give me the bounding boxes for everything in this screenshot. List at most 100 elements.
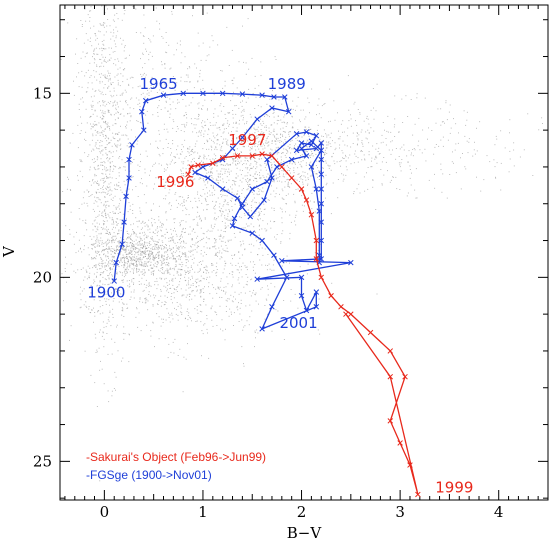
field-star xyxy=(140,32,142,34)
field-star xyxy=(135,316,137,318)
field-star xyxy=(111,274,113,276)
field-star xyxy=(140,271,142,273)
data-point xyxy=(210,160,216,167)
field-star xyxy=(106,245,107,247)
field-star xyxy=(165,270,167,272)
field-star xyxy=(209,122,211,124)
field-star xyxy=(120,125,121,127)
field-star xyxy=(122,257,124,258)
field-star xyxy=(202,105,204,107)
field-star xyxy=(157,256,159,258)
field-star xyxy=(232,162,234,164)
field-star xyxy=(105,300,107,302)
field-star xyxy=(251,57,253,59)
field-star xyxy=(204,217,206,219)
field-star xyxy=(125,102,127,104)
field-star xyxy=(304,176,306,178)
field-star xyxy=(157,300,159,302)
field-star xyxy=(115,178,117,179)
field-star xyxy=(265,140,267,142)
field-star xyxy=(139,182,141,184)
field-star xyxy=(267,288,269,290)
field-star xyxy=(102,165,104,166)
field-star xyxy=(173,251,174,253)
field-star xyxy=(106,243,108,245)
field-star xyxy=(179,222,181,224)
field-star xyxy=(145,74,147,76)
field-star xyxy=(128,85,130,86)
field-star xyxy=(228,132,229,134)
field-star xyxy=(401,146,403,148)
field-star xyxy=(204,125,206,126)
field-star xyxy=(168,192,170,194)
field-star xyxy=(135,265,136,267)
field-star xyxy=(146,235,148,237)
field-star xyxy=(305,146,307,147)
field-star xyxy=(115,227,116,229)
field-star xyxy=(168,283,170,285)
field-star xyxy=(181,151,183,153)
field-star xyxy=(110,113,112,115)
field-star xyxy=(174,218,176,220)
field-star xyxy=(298,136,300,138)
field-star xyxy=(140,260,142,262)
field-star xyxy=(222,211,224,213)
field-star xyxy=(217,180,219,181)
field-star xyxy=(110,325,112,327)
field-star xyxy=(248,68,250,70)
field-star xyxy=(196,251,198,253)
field-star xyxy=(251,167,253,169)
field-star xyxy=(242,177,244,179)
field-star xyxy=(137,251,139,253)
field-star xyxy=(182,240,184,242)
field-star xyxy=(189,286,191,288)
field-star xyxy=(252,292,254,294)
field-star xyxy=(155,140,157,142)
field-star xyxy=(289,186,291,188)
field-star xyxy=(189,146,191,148)
field-star xyxy=(112,238,114,240)
data-point xyxy=(288,175,295,181)
field-star xyxy=(251,278,253,280)
field-star xyxy=(101,41,103,42)
field-star xyxy=(367,118,369,120)
field-star xyxy=(84,276,86,278)
field-star xyxy=(267,223,268,225)
field-star xyxy=(112,170,114,172)
field-star xyxy=(206,196,208,198)
field-star xyxy=(184,252,186,254)
field-star xyxy=(299,181,300,182)
field-star xyxy=(96,64,98,66)
data-point xyxy=(318,274,325,281)
field-star xyxy=(109,217,111,219)
field-star xyxy=(142,232,143,234)
field-star xyxy=(113,262,115,264)
field-star xyxy=(107,160,109,162)
field-star xyxy=(286,179,288,181)
field-star xyxy=(388,149,390,151)
field-star xyxy=(183,356,185,358)
field-star xyxy=(123,303,125,305)
field-star xyxy=(215,158,217,159)
field-star xyxy=(110,282,112,284)
field-star xyxy=(109,176,111,178)
field-star xyxy=(346,135,348,137)
field-star xyxy=(302,160,304,162)
field-star xyxy=(257,215,259,217)
field-star xyxy=(260,118,261,120)
field-star xyxy=(130,242,132,243)
field-star xyxy=(123,290,125,291)
field-star xyxy=(151,236,153,238)
field-star xyxy=(335,147,337,149)
field-star xyxy=(213,205,215,207)
field-star xyxy=(124,45,126,47)
field-star xyxy=(327,144,329,146)
field-star xyxy=(131,239,132,241)
field-star xyxy=(124,249,126,251)
field-star xyxy=(109,233,111,235)
field-star xyxy=(195,143,197,145)
field-star xyxy=(291,148,293,150)
field-star xyxy=(203,161,204,163)
field-star xyxy=(122,257,123,259)
field-star xyxy=(111,268,113,270)
